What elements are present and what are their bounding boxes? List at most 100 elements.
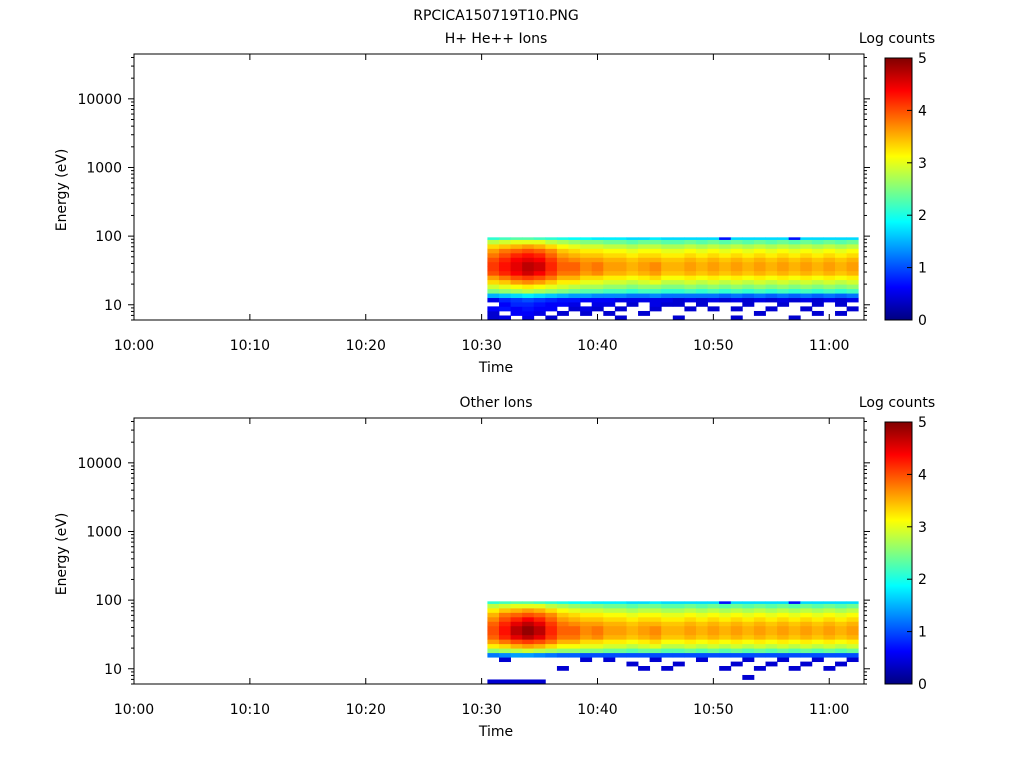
panel-2-heatmap-cell bbox=[800, 607, 813, 613]
panel-1-heatmap-cell bbox=[672, 248, 685, 254]
panel-1-heatmap-cell bbox=[765, 261, 778, 267]
panel-1-heatmap-cell bbox=[661, 243, 674, 249]
panel-2-heatmap-cell bbox=[835, 625, 848, 631]
panel-1-heatmap-cell bbox=[800, 257, 813, 263]
panel-2-heatmap-cell bbox=[719, 634, 732, 640]
panel-2-heatmap-cell bbox=[661, 616, 674, 622]
panel-1-plot-frame bbox=[133, 53, 865, 321]
panel-2-heatmap-cell bbox=[661, 601, 674, 604]
panel-1-heatmap-cell bbox=[591, 302, 604, 307]
panel-1-heatmap-cell bbox=[672, 239, 685, 245]
panel-1-heatmap-cell bbox=[672, 266, 685, 272]
panel-2-heatmap-cell bbox=[487, 612, 500, 618]
panel-2-heatmap-cell bbox=[730, 603, 743, 609]
panel-2-heatmap-cell bbox=[649, 634, 662, 640]
panel-2-heatmap-cell bbox=[591, 643, 604, 649]
panel-2-heatmap-cell bbox=[753, 630, 766, 636]
panel-2-heatmap-cell bbox=[742, 601, 755, 604]
panel-2-heatmap-cell bbox=[730, 616, 743, 622]
panel-2-heatmap-cell bbox=[533, 652, 546, 658]
panel-1-heatmap-cell bbox=[510, 302, 523, 307]
panel-1-heatmap-cell bbox=[684, 284, 697, 290]
panel-1-heatmap-cell bbox=[730, 315, 743, 321]
panel-1-heatmap-cell bbox=[499, 293, 511, 299]
panel-1-heatmap-cell bbox=[765, 288, 778, 294]
panel-2-heatmap-cell bbox=[568, 616, 581, 622]
panel-2-heatmap-cell bbox=[638, 634, 651, 640]
panel-1-heatmap-cell bbox=[811, 275, 824, 281]
panel-1-heatmap-cell bbox=[591, 293, 604, 299]
panel-2-heatmap-cell bbox=[811, 648, 824, 654]
panel-2-heatmap-cell bbox=[823, 601, 836, 604]
panel-1-heatmap-cell bbox=[823, 279, 836, 285]
panel-1-heatmap-cell bbox=[499, 239, 511, 245]
panel-2-heatmap-cell bbox=[580, 630, 593, 636]
panel-2-heatmap-cell bbox=[684, 621, 697, 627]
panel-2-title: Other Ions bbox=[459, 395, 532, 411]
panel-2-heatmap-cell bbox=[788, 601, 801, 604]
panel-2-heatmap-cell bbox=[695, 639, 708, 645]
panel-2-heatmap-cell bbox=[591, 634, 604, 640]
panel-2-heatmap-cell bbox=[788, 666, 801, 671]
panel-1-heatmap-cell bbox=[753, 297, 766, 303]
panel-1-heatmap-cell bbox=[742, 239, 755, 245]
panel-2-xlabel: Time bbox=[478, 724, 513, 740]
panel-1-ylabel: Energy (eV) bbox=[54, 149, 70, 232]
panel-1-heatmap-cell bbox=[591, 275, 604, 281]
panel-1-heatmap-cell bbox=[788, 284, 801, 290]
panel-2-heatmap-cell bbox=[730, 661, 743, 667]
panel-1-heatmap-cell bbox=[545, 315, 558, 321]
panel-2-heatmap-cell bbox=[533, 643, 546, 649]
panel-1-heatmap-cell bbox=[823, 266, 836, 272]
panel-1-heatmap-cell bbox=[487, 279, 500, 285]
panel-1-heatmap-cell bbox=[777, 266, 790, 272]
panel-2-heatmap-cell bbox=[777, 607, 790, 613]
panel-1-heatmap-cell bbox=[742, 288, 755, 294]
panel-1-heatmap-cell bbox=[684, 306, 697, 312]
panel-1-heatmap-cell bbox=[730, 239, 743, 245]
panel-1-heatmap-cell bbox=[591, 237, 604, 240]
panel-1-heatmap-cell bbox=[533, 257, 546, 263]
panel-2-heatmap-cell bbox=[499, 607, 511, 613]
panel-1-heatmap-cell bbox=[487, 266, 500, 272]
panel-2-heatmap-cell bbox=[730, 639, 743, 645]
panel-1-heatmap-cell bbox=[487, 315, 500, 321]
panel-2-heatmap-cell bbox=[742, 643, 755, 649]
panel-2-heatmap-cell bbox=[695, 616, 708, 622]
panel-2-heatmap-cell bbox=[614, 643, 627, 649]
panel-1-heatmap-cell bbox=[522, 261, 535, 267]
panel-2-heatmap-cell bbox=[765, 612, 778, 618]
panel-2-heatmap-cell bbox=[649, 657, 662, 663]
panel-2-heatmap-cell bbox=[800, 639, 813, 645]
panel-2-heatmap-cell bbox=[580, 652, 593, 658]
panel-1-heatmap-cell bbox=[800, 243, 813, 249]
panel-1-heatmap-cell bbox=[730, 275, 743, 281]
panel-1-heatmap-cell bbox=[823, 252, 836, 258]
panel-2-heatmap-cell bbox=[638, 652, 651, 658]
panel-1-heatmap-cell bbox=[499, 297, 511, 303]
panel-2-heatmap-cell bbox=[800, 601, 813, 604]
panel-1-heatmap-cell bbox=[568, 284, 581, 290]
panel-2-heatmap-cell bbox=[800, 643, 813, 649]
panel-1-heatmap-cell bbox=[742, 243, 755, 249]
panel-2-heatmap-cell bbox=[730, 648, 743, 654]
panel-1-heatmap-cell bbox=[626, 239, 639, 245]
panel-1-heatmap-cell bbox=[707, 243, 720, 249]
panel-1-heatmap-cell bbox=[556, 297, 569, 303]
panel-1-heatmap-cell bbox=[545, 248, 558, 254]
panel-1-heatmap-cell bbox=[777, 252, 790, 258]
panel-2-heatmap-cell bbox=[510, 639, 523, 645]
panel-2-heatmap-cell bbox=[846, 643, 859, 649]
panel-1-heatmap-cell bbox=[626, 266, 639, 272]
panel-1-heatmap-cell bbox=[580, 284, 593, 290]
panel-2-heatmap-cell bbox=[695, 648, 708, 654]
panel-2-heatmap-cell bbox=[707, 634, 720, 640]
panel-1-heatmap-cell bbox=[603, 279, 616, 285]
panel-1-heatmap-cell bbox=[522, 243, 535, 249]
panel-1-heatmap-cell bbox=[695, 261, 708, 267]
panel-1-x-tick-label: 10:00 bbox=[114, 338, 154, 354]
panel-1-heatmap-cell bbox=[707, 297, 720, 303]
panel-1-heatmap-cell bbox=[568, 297, 581, 303]
panel-1-heatmap-cell bbox=[742, 252, 755, 258]
panel-2-heatmap-cell bbox=[684, 639, 697, 645]
